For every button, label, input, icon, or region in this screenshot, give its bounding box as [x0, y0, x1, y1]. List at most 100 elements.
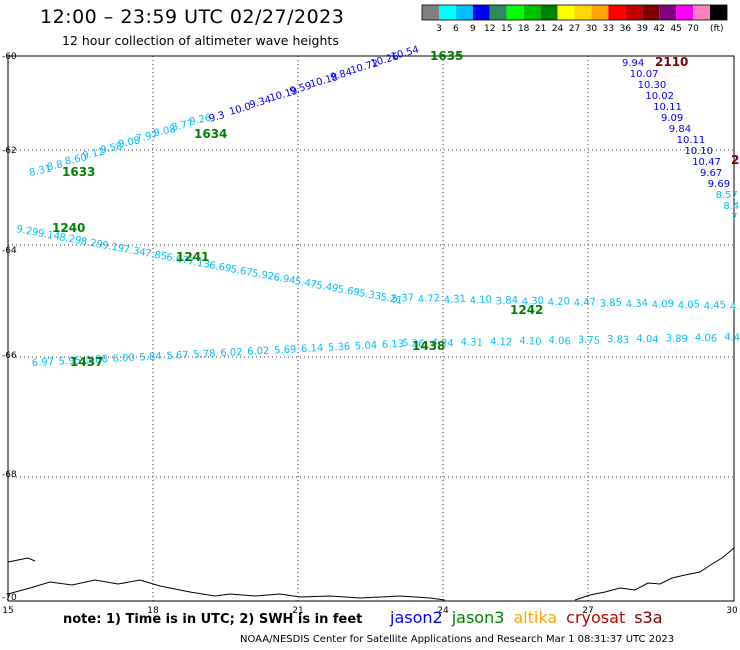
- swh-value: 10.54: [390, 44, 421, 62]
- colorbar-label: 18: [518, 24, 530, 34]
- colorbar-label: 12: [484, 24, 495, 34]
- colorbar-label: 24: [552, 24, 564, 34]
- swh-value: 9.14: [37, 228, 61, 243]
- swh-value: 6.13: [382, 339, 405, 351]
- map-frame: [7, 55, 735, 602]
- swh-value: 10.30: [638, 80, 667, 91]
- swh-value: 6.00: [112, 353, 135, 365]
- swh-value: 7.13: [187, 256, 211, 271]
- colorbar-swatch: [523, 5, 541, 20]
- coastline-ice-edge: [7, 557, 36, 563]
- swh-value: 9.12: [82, 147, 106, 162]
- swh-value: 4.31: [443, 294, 466, 307]
- coastline-west: [7, 579, 446, 601]
- colorbar-label: 39: [637, 24, 649, 34]
- colorbar-swatch: [676, 5, 694, 20]
- swh-value: 4.31: [460, 337, 483, 349]
- page-title: 12:00 – 23:59 UTC 02/27/2023: [40, 6, 345, 28]
- colorbar-label: 9: [470, 24, 476, 34]
- swh-value: 4.55: [729, 300, 740, 313]
- swh-value: 5.04: [355, 340, 378, 352]
- lat-label: -70: [2, 593, 17, 603]
- lat-label: -62: [2, 146, 17, 156]
- swh-value: 7: [731, 212, 737, 223]
- swh-value: 5.47: [294, 276, 318, 291]
- swh-value: 8.29: [80, 236, 104, 251]
- swh-value: 9.67: [700, 168, 722, 179]
- pass-id-2110: 2110: [655, 55, 688, 69]
- pass-id-1241: 1241: [176, 250, 209, 264]
- swh-value: 4.20: [547, 296, 570, 309]
- swh-value: 5.49: [315, 280, 339, 295]
- swh-value: 4.05: [677, 299, 700, 312]
- lon-labels: 15 18 21 24 27 30: [2, 606, 738, 616]
- colorbar-swatch: [489, 5, 507, 20]
- colorbar-swatch: [693, 5, 711, 20]
- swh-value: 5.92: [251, 268, 275, 283]
- swh-value: 9.58: [99, 141, 123, 156]
- swh-value: 9.09: [661, 113, 683, 124]
- colorbar-label: 15: [501, 24, 512, 34]
- swh-value: 5.26: [402, 338, 425, 350]
- swh-value: 4.10: [519, 336, 542, 348]
- page-subtitle: 12 hour collection of altimeter wave hei…: [62, 33, 339, 48]
- colorbar-swatch: [625, 5, 643, 20]
- swh-value: 9.94: [622, 58, 644, 69]
- swh-value: 9.84: [669, 124, 691, 135]
- colorbar-label: 21: [535, 24, 546, 34]
- swh-value: 9.08: [117, 135, 141, 150]
- lon-label: 15: [2, 606, 13, 616]
- colorbar-swatch: [506, 5, 524, 20]
- lat-label: -64: [2, 246, 17, 256]
- swh-value: 6.69: [208, 260, 232, 275]
- swh-value: 5.78: [193, 349, 216, 361]
- swh-value: 9.26: [188, 113, 212, 128]
- swh-value: 5.67: [230, 264, 254, 279]
- colorbar-label: 36: [620, 24, 632, 34]
- swh-value: 9.08: [153, 124, 177, 139]
- pass-id-1635: 1635: [430, 49, 463, 63]
- colorbar-unit: (ft): [710, 24, 724, 34]
- swh-value: 6.02: [247, 346, 270, 358]
- swh-value: 4.06: [695, 333, 718, 345]
- swh-value: 4.30: [521, 296, 544, 309]
- swh-value: 10.02: [645, 91, 674, 102]
- swh-value: 3.75: [577, 335, 600, 347]
- coastline-east: [574, 547, 735, 601]
- colorbar-labels: 3 6 9 12 15 18 21 24 27 30 33 36 39 42 45 70: [436, 24, 699, 34]
- swh-value: 4.45: [703, 300, 726, 313]
- colorbar-label: 6: [453, 24, 459, 34]
- swh-value: 5.37: [391, 292, 414, 305]
- swh-value: 4.12: [490, 336, 513, 348]
- swh-value: 8.4: [723, 201, 739, 212]
- satellite-legend: jason2 jason3 altika cryosat s3a: [390, 608, 672, 627]
- colorbar-swatch: [455, 5, 473, 20]
- map-grid: [8, 56, 734, 601]
- swh-value: 9.3: [208, 110, 226, 125]
- lat-labels: -60 -62 -64 -66 -68 -70: [2, 52, 17, 603]
- footer-note: note: 1) Time is in UTC; 2) SWH is in fe…: [63, 612, 363, 627]
- colorbar-label: 3: [436, 24, 442, 34]
- lon-label: 24: [437, 606, 449, 616]
- swh-value: 6.02: [220, 347, 243, 359]
- colorbar-swatch: [438, 5, 456, 20]
- colorbar-swatch: [608, 5, 626, 20]
- swh-value: 3.83: [607, 334, 630, 346]
- swh-value: 5.69: [337, 284, 361, 299]
- lon-label: 27: [582, 606, 593, 616]
- colorbar-label: 33: [603, 24, 614, 34]
- swh-value: 7.34: [123, 244, 147, 259]
- swh-value: 10.07: [630, 69, 659, 80]
- swh-value: 8.60: [64, 152, 88, 167]
- colorbar-swatch: [642, 5, 660, 20]
- swh-value: 4.04: [636, 334, 659, 346]
- swh-value: 5.36: [328, 342, 351, 354]
- colorbar-swatch: [472, 5, 490, 20]
- swh-value: 5.88: [85, 354, 108, 366]
- legend-jason2: jason2: [390, 608, 443, 627]
- swh-value: 10.11: [677, 135, 706, 146]
- pass-id-1240: 1240: [52, 221, 85, 235]
- colorbar-swatch: [422, 5, 439, 20]
- swh-value: 3.85: [599, 297, 622, 310]
